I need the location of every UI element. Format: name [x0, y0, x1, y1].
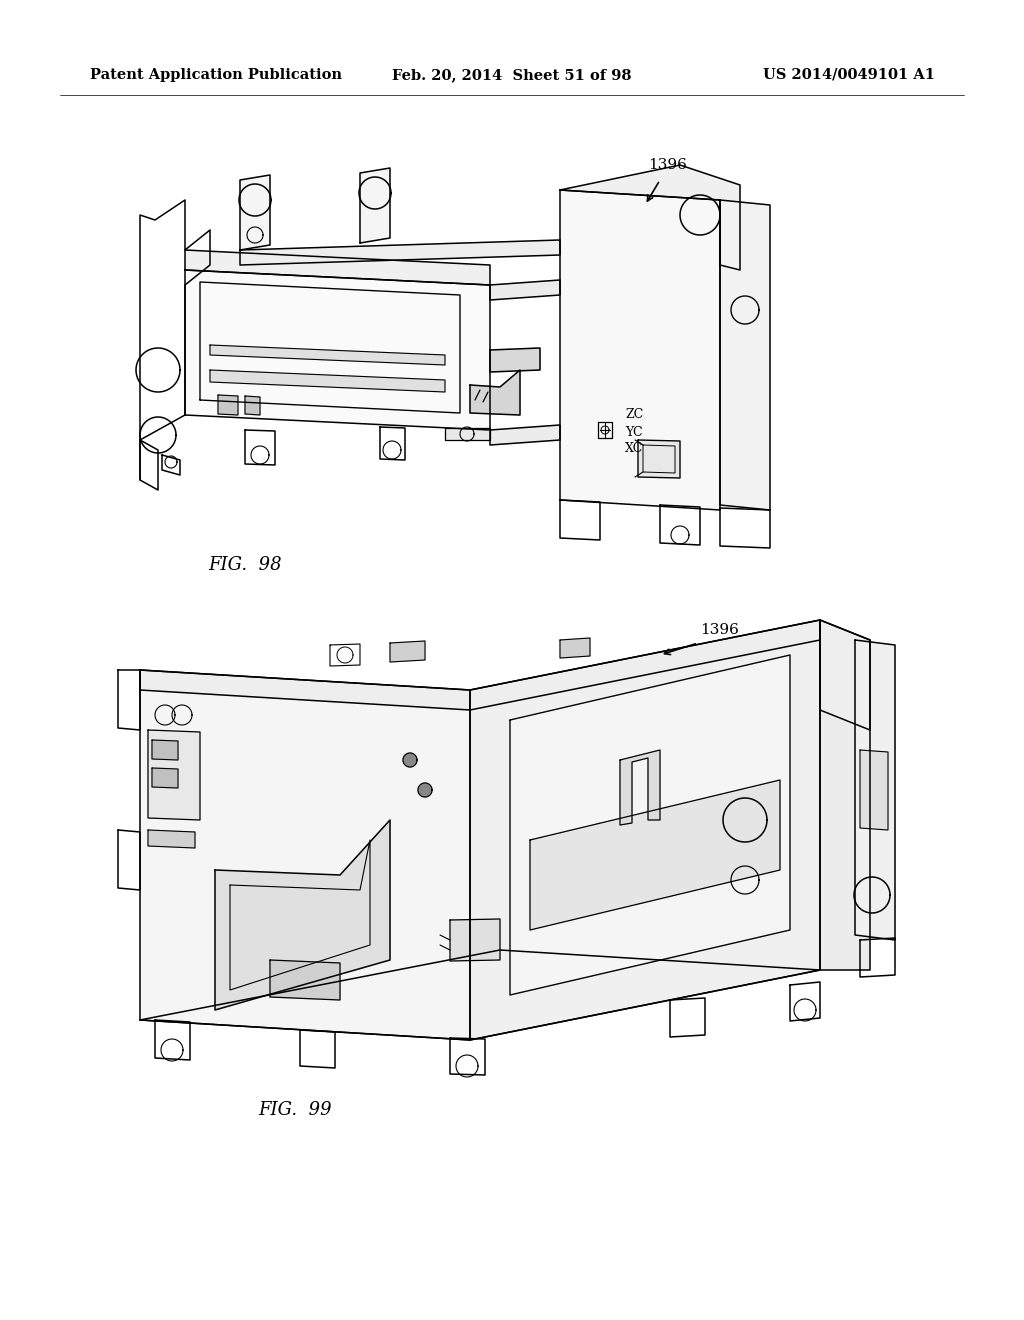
Polygon shape	[148, 830, 195, 847]
Text: Patent Application Publication: Patent Application Publication	[90, 69, 342, 82]
Text: FIG.  98: FIG. 98	[208, 556, 282, 574]
Polygon shape	[390, 642, 425, 663]
Polygon shape	[490, 348, 540, 372]
Polygon shape	[270, 960, 340, 1001]
Text: YC: YC	[625, 425, 643, 438]
Polygon shape	[210, 345, 445, 366]
Polygon shape	[140, 671, 470, 1040]
Text: 1396: 1396	[700, 623, 739, 638]
Polygon shape	[148, 730, 200, 820]
Polygon shape	[140, 620, 820, 710]
Polygon shape	[445, 428, 490, 440]
Polygon shape	[218, 395, 238, 414]
Polygon shape	[560, 165, 740, 271]
Polygon shape	[560, 638, 590, 657]
Text: FIG.  99: FIG. 99	[258, 1101, 332, 1119]
Polygon shape	[470, 370, 520, 414]
Polygon shape	[240, 176, 270, 249]
Text: XC: XC	[625, 442, 643, 455]
Polygon shape	[855, 640, 895, 940]
Polygon shape	[620, 750, 660, 825]
Polygon shape	[820, 620, 870, 970]
Polygon shape	[490, 425, 560, 445]
Text: 1396: 1396	[648, 158, 687, 172]
Polygon shape	[418, 783, 432, 797]
Polygon shape	[470, 620, 820, 1040]
Text: US 2014/0049101 A1: US 2014/0049101 A1	[763, 69, 935, 82]
Polygon shape	[152, 768, 178, 788]
Polygon shape	[720, 201, 770, 510]
Polygon shape	[638, 440, 680, 478]
Polygon shape	[215, 820, 390, 1010]
Polygon shape	[860, 750, 888, 830]
Polygon shape	[245, 396, 260, 414]
Polygon shape	[820, 620, 870, 730]
Polygon shape	[530, 780, 780, 931]
Text: Feb. 20, 2014  Sheet 51 of 98: Feb. 20, 2014 Sheet 51 of 98	[392, 69, 632, 82]
Polygon shape	[185, 271, 490, 430]
Polygon shape	[360, 168, 390, 243]
Polygon shape	[560, 190, 720, 510]
Polygon shape	[152, 741, 178, 760]
Polygon shape	[403, 752, 417, 767]
Text: ZC: ZC	[625, 408, 643, 421]
Polygon shape	[140, 950, 820, 1040]
Polygon shape	[210, 370, 445, 392]
Polygon shape	[450, 919, 500, 961]
Polygon shape	[510, 655, 790, 995]
Polygon shape	[185, 249, 490, 285]
Polygon shape	[240, 240, 560, 265]
Polygon shape	[490, 280, 560, 300]
